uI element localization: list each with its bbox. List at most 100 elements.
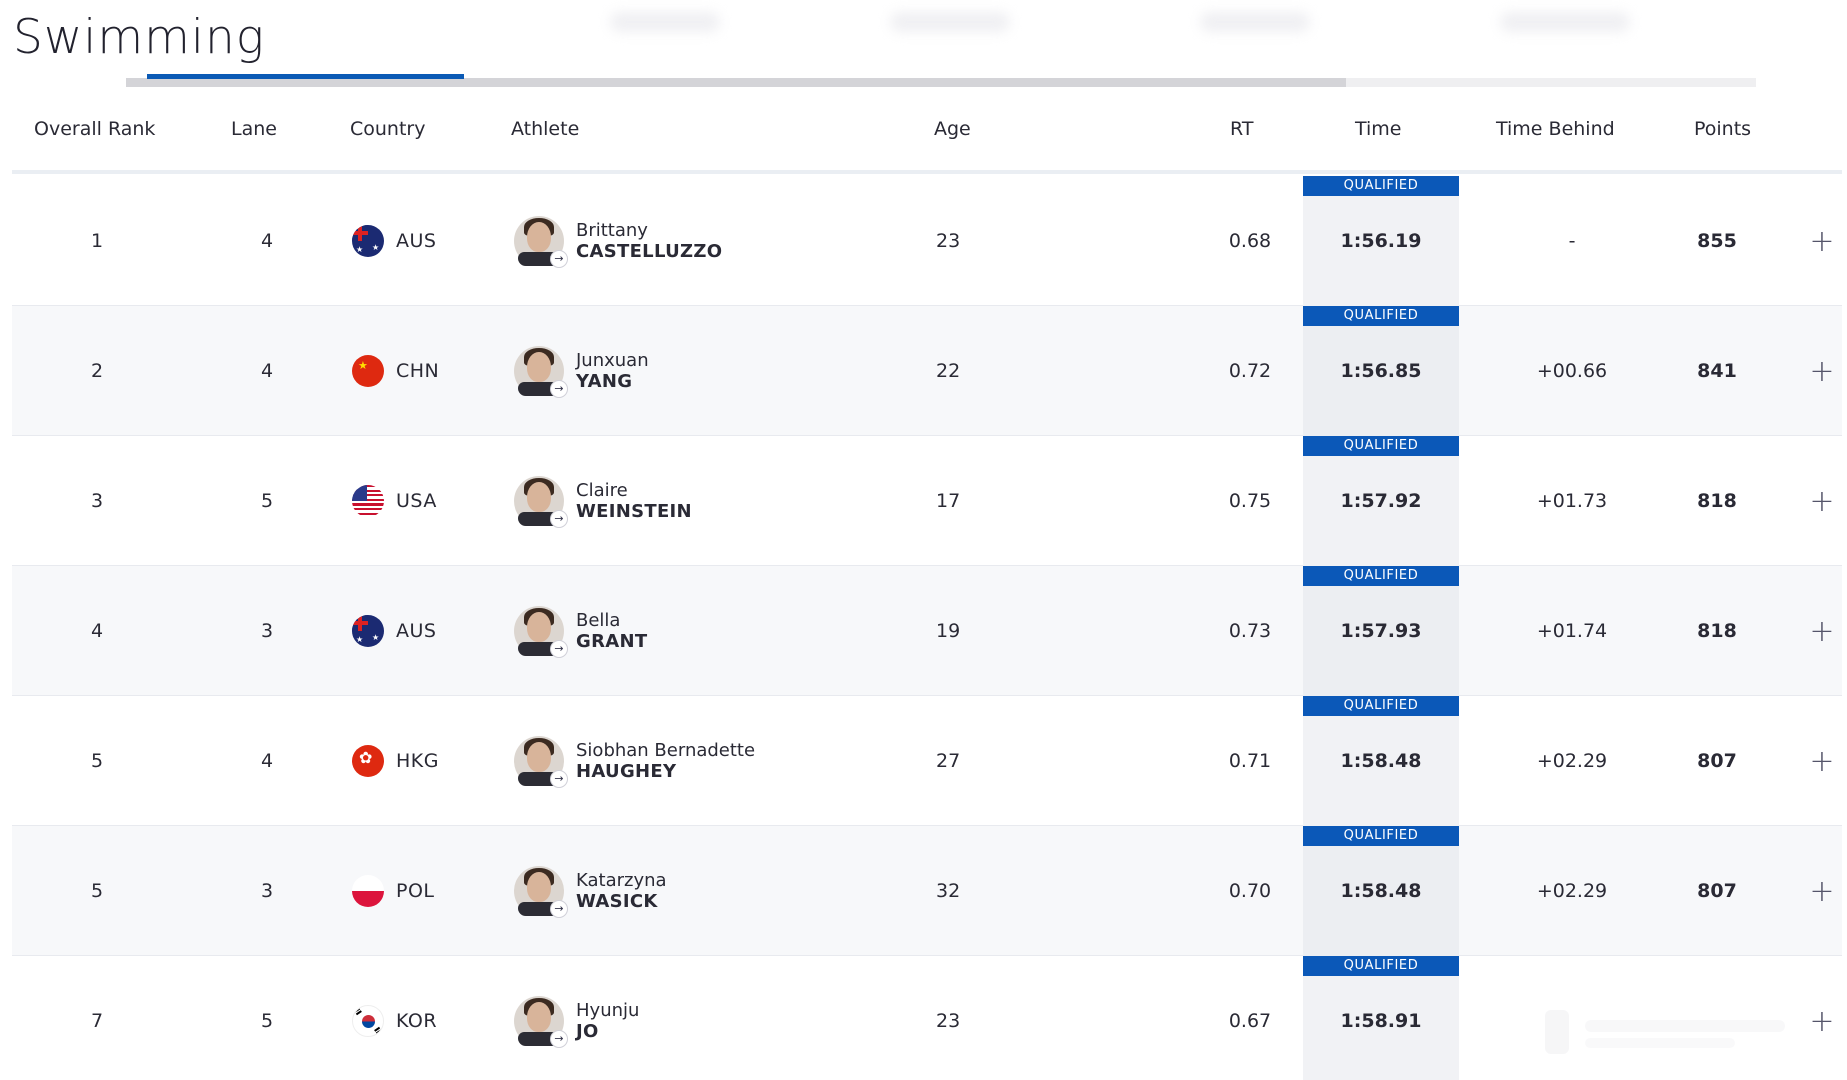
athlete-family-name: JO [576, 1021, 599, 1042]
country-code: USA [396, 490, 437, 512]
expand-plus-icon[interactable]: + [1809, 743, 1835, 779]
tab-blurred[interactable] [1500, 12, 1630, 32]
qualified-badge: QUALIFIED [1303, 176, 1459, 196]
table-row[interactable]: 2 4 ★ CHN → Junxuan YANG 22 0.72 1:56.85 QUALIFIED… [12, 306, 1842, 436]
arrow-right-icon[interactable]: → [550, 900, 568, 918]
cell-time-behind: +02.29 [1536, 880, 1608, 902]
athlete-name[interactable]: Katarzyna WASICK [576, 870, 667, 912]
tab-blurred[interactable] [1200, 12, 1310, 32]
cell-age: 22 [936, 360, 961, 382]
cell-lane: 4 [260, 750, 274, 772]
cell-country: ★ ★ AUS [352, 176, 512, 306]
arrow-right-icon[interactable]: → [550, 1030, 568, 1048]
expand-plus-icon[interactable]: + [1809, 613, 1835, 649]
athlete-family-name: CASTELLUZZO [576, 241, 723, 262]
country-code: AUS [396, 230, 437, 252]
cell-athlete[interactable]: → Brittany CASTELLUZZO [514, 176, 914, 306]
arrow-right-icon[interactable]: → [550, 380, 568, 398]
cell-athlete[interactable]: → Katarzyna WASICK [514, 826, 914, 956]
expand-plus-icon[interactable]: + [1809, 353, 1835, 389]
header-points[interactable]: Points [1694, 118, 1752, 140]
table-row[interactable]: 4 3 ★ ★ AUS → Bella GRANT 19 0.73 1:57.93 QUALIFIED… [12, 566, 1842, 696]
cell-reaction-time: 0.71 [1228, 750, 1272, 772]
expand-plus-icon[interactable]: + [1809, 1003, 1835, 1039]
cell-reaction-time: 0.72 [1228, 360, 1272, 382]
athlete-avatar[interactable]: → [514, 996, 568, 1048]
expand-plus-icon[interactable]: + [1809, 873, 1835, 909]
athlete-avatar[interactable]: → [514, 736, 568, 788]
cell-points: 841 [1697, 360, 1737, 382]
cell-time: 1:57.92 [1303, 436, 1459, 566]
cell-age: 17 [936, 490, 961, 512]
expand-plus-icon[interactable]: + [1809, 223, 1835, 259]
tab-scroll-track[interactable] [126, 78, 1756, 87]
avatar-face [527, 482, 551, 512]
country-code: AUS [396, 620, 437, 642]
country-code: KOR [396, 1010, 438, 1032]
cell-athlete[interactable]: → Junxuan YANG [514, 306, 914, 436]
athlete-avatar[interactable]: → [514, 216, 568, 268]
cell-athlete[interactable]: → Siobhan Bernadette HAUGHEY [514, 696, 914, 826]
cell-athlete[interactable]: → Bella GRANT [514, 566, 914, 696]
cell-time-behind: +01.73 [1536, 490, 1608, 512]
athlete-family-name: YANG [576, 371, 633, 392]
athlete-avatar[interactable]: → [514, 346, 568, 398]
table-row[interactable]: 3 5 USA → Claire WEINSTEIN 17 0.75 1:57.92 QUALIF… [12, 436, 1842, 566]
header-time[interactable]: Time [1355, 118, 1402, 140]
athlete-name[interactable]: Brittany CASTELLUZZO [576, 220, 722, 262]
cell-athlete[interactable]: → Claire WEINSTEIN [514, 436, 914, 566]
header-lane[interactable]: Lane [231, 118, 277, 140]
header-overall-rank[interactable]: Overall Rank [34, 118, 156, 140]
tab-blurred[interactable] [890, 12, 1010, 32]
tab-blurred[interactable] [610, 12, 720, 32]
athlete-name[interactable]: Junxuan YANG [576, 350, 649, 392]
athlete-name[interactable]: Claire WEINSTEIN [576, 480, 692, 522]
pol-flag-icon [352, 875, 384, 907]
expand-plus-icon[interactable]: + [1809, 483, 1835, 519]
qualified-badge: QUALIFIED [1303, 956, 1459, 976]
athlete-avatar[interactable]: → [514, 866, 568, 918]
table-row[interactable]: 7 5 KOR → Hyunju JO 23 0.67 1:58.91 QUALIFIED + [12, 956, 1842, 1080]
avatar-face [527, 742, 551, 772]
arrow-right-icon[interactable]: → [550, 640, 568, 658]
header-age[interactable]: Age [934, 118, 971, 140]
avatar-shoulders [518, 642, 560, 656]
athlete-given-name: Brittany [576, 220, 648, 241]
athlete-name[interactable]: Siobhan Bernadette HAUGHEY [576, 740, 755, 782]
country-code: HKG [396, 750, 439, 772]
cell-rank: 4 [90, 620, 104, 642]
header-time-behind[interactable]: Time Behind [1496, 118, 1615, 140]
arrow-right-icon[interactable]: → [550, 510, 568, 528]
usa-flag-icon [352, 485, 384, 517]
header-rt[interactable]: RT [1230, 118, 1254, 140]
header-country[interactable]: Country [350, 118, 426, 140]
table-row[interactable]: 5 3 POL → Katarzyna WASICK 32 0.70 1:58.48 QUALIF… [12, 826, 1842, 956]
table-row[interactable]: 1 4 ★ ★ AUS → Brittany CASTELLUZZO 23 0.68 1:56.19… [12, 176, 1842, 306]
arrow-right-icon[interactable]: → [550, 770, 568, 788]
cell-rank: 7 [90, 1010, 104, 1032]
table-row[interactable]: 5 4 ✿ HKG → Siobhan Bernadette HAUGHEY 27 0.71 1:… [12, 696, 1842, 826]
athlete-name[interactable]: Hyunju JO [576, 1000, 639, 1042]
cell-lane: 5 [260, 1010, 274, 1032]
avatar-face [527, 612, 551, 642]
results-table-body: 1 4 ★ ★ AUS → Brittany CASTELLUZZO 23 0.68 1:56.19… [12, 176, 1842, 1080]
cell-athlete[interactable]: → Hyunju JO [514, 956, 914, 1080]
athlete-given-name: Hyunju [576, 1000, 640, 1021]
arrow-right-icon[interactable]: → [550, 250, 568, 268]
cell-time-behind: - [1568, 230, 1576, 252]
athlete-avatar[interactable]: → [514, 476, 568, 528]
kor-flag-icon [352, 1005, 384, 1037]
cell-country: USA [352, 436, 512, 566]
cell-country: ✿ HKG [352, 696, 512, 826]
tab-scroll-thumb[interactable] [126, 78, 1346, 87]
header-athlete[interactable]: Athlete [511, 118, 580, 140]
avatar-shoulders [518, 772, 560, 786]
cell-rank: 3 [90, 490, 104, 512]
cell-rank: 2 [90, 360, 104, 382]
athlete-name[interactable]: Bella GRANT [576, 610, 647, 652]
cell-rank: 5 [90, 750, 104, 772]
athlete-avatar[interactable]: → [514, 606, 568, 658]
cell-reaction-time: 0.70 [1228, 880, 1272, 902]
cell-lane: 3 [260, 880, 274, 902]
cell-points: 855 [1697, 230, 1737, 252]
